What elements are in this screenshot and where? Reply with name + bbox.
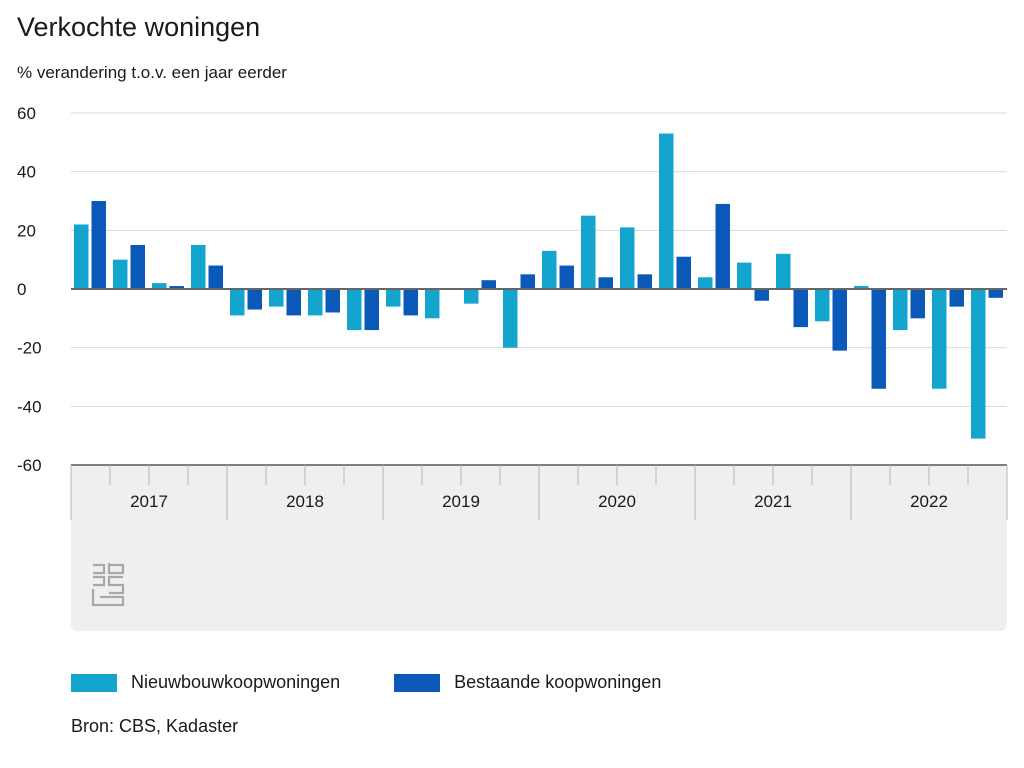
legend: Nieuwbouwkoopwoningen Bestaande koopwoni… [71, 672, 715, 693]
bar-chart: 60 40 20 0 -20 -40 -60 2017 2018 2019 2020 2021 202… [17, 104, 1008, 631]
y-tick-label: 60 [17, 104, 36, 123]
legend-item-nieuwbouw: Nieuwbouwkoopwoningen [71, 672, 340, 693]
gridlines [71, 112, 1007, 407]
x-axis: 2017 2018 2019 2020 2021 2022 [70, 288, 1008, 520]
x-year-label: 2020 [598, 492, 636, 511]
y-tick-label: -20 [17, 339, 42, 358]
legend-item-bestaand: Bestaande koopwoningen [394, 672, 661, 693]
bar-bestaand [910, 289, 925, 319]
bar-nieuwbouw [386, 289, 401, 307]
axis-panel [71, 465, 1007, 631]
chart-subtitle: % verandering t.o.v. een jaar eerder [17, 63, 287, 82]
bar-nieuwbouw [113, 259, 128, 289]
source-note: Bron: CBS, Kadaster [71, 716, 239, 736]
bars [74, 133, 1003, 439]
bar-nieuwbouw [932, 289, 947, 389]
bar-bestaand [871, 289, 886, 389]
bar-nieuwbouw [269, 289, 284, 307]
bar-bestaand [988, 289, 1003, 298]
legend-swatch-nieuwbouw [71, 673, 117, 692]
bar-bestaand [403, 289, 418, 316]
bar-bestaand [520, 274, 535, 289]
bar-bestaand [91, 201, 106, 289]
cbs-logo-icon [91, 563, 125, 607]
bar-bestaand [364, 289, 379, 331]
bar-bestaand [130, 245, 145, 289]
x-year-label: 2018 [286, 492, 324, 511]
bar-bestaand [676, 256, 691, 289]
bar-bestaand [169, 286, 184, 289]
bar-bestaand [325, 289, 340, 313]
legend-swatch-bestaand [394, 673, 441, 692]
bar-nieuwbouw [425, 289, 440, 319]
bar-bestaand [793, 289, 808, 328]
bar-bestaand [208, 265, 223, 289]
bar-nieuwbouw [971, 289, 986, 439]
y-tick-label: 40 [17, 163, 36, 182]
x-year-label: 2022 [910, 492, 948, 511]
bar-nieuwbouw [620, 227, 635, 289]
bar-nieuwbouw [464, 289, 479, 304]
bar-nieuwbouw [854, 286, 869, 289]
bar-nieuwbouw [737, 262, 752, 289]
bar-bestaand [481, 280, 496, 289]
bar-bestaand [949, 289, 964, 307]
bar-nieuwbouw [191, 245, 206, 289]
x-year-label: 2017 [130, 492, 168, 511]
bar-nieuwbouw [503, 289, 518, 348]
bar-nieuwbouw [74, 224, 89, 289]
bar-bestaand [559, 265, 574, 289]
bar-bestaand [286, 289, 301, 316]
x-year-label: 2021 [754, 492, 792, 511]
bar-nieuwbouw [230, 289, 245, 316]
bar-bestaand [715, 203, 730, 289]
bar-nieuwbouw [659, 133, 674, 289]
bar-nieuwbouw [815, 289, 830, 322]
bar-nieuwbouw [698, 277, 713, 289]
bar-nieuwbouw [347, 289, 362, 331]
bar-nieuwbouw [152, 283, 167, 289]
bar-bestaand [598, 277, 613, 289]
bar-nieuwbouw [893, 289, 908, 331]
bar-nieuwbouw [542, 250, 557, 289]
y-axis-labels: 60 40 20 0 -20 -40 -60 [17, 104, 42, 475]
y-tick-label: -60 [17, 456, 42, 475]
bar-bestaand [754, 289, 769, 301]
y-tick-label: -40 [17, 397, 42, 416]
bar-nieuwbouw [308, 289, 323, 316]
y-tick-label: 0 [17, 280, 26, 299]
bar-bestaand [247, 289, 262, 310]
chart-title: Verkochte woningen [17, 12, 261, 42]
x-year-label: 2019 [442, 492, 480, 511]
legend-label-nieuwbouw: Nieuwbouwkoopwoningen [131, 672, 341, 692]
y-tick-label: 20 [17, 221, 36, 240]
bar-bestaand [832, 289, 847, 351]
legend-label-bestaand: Bestaande koopwoningen [454, 672, 662, 692]
bar-bestaand [637, 274, 652, 289]
bar-nieuwbouw [581, 215, 596, 289]
bar-nieuwbouw [776, 253, 791, 289]
